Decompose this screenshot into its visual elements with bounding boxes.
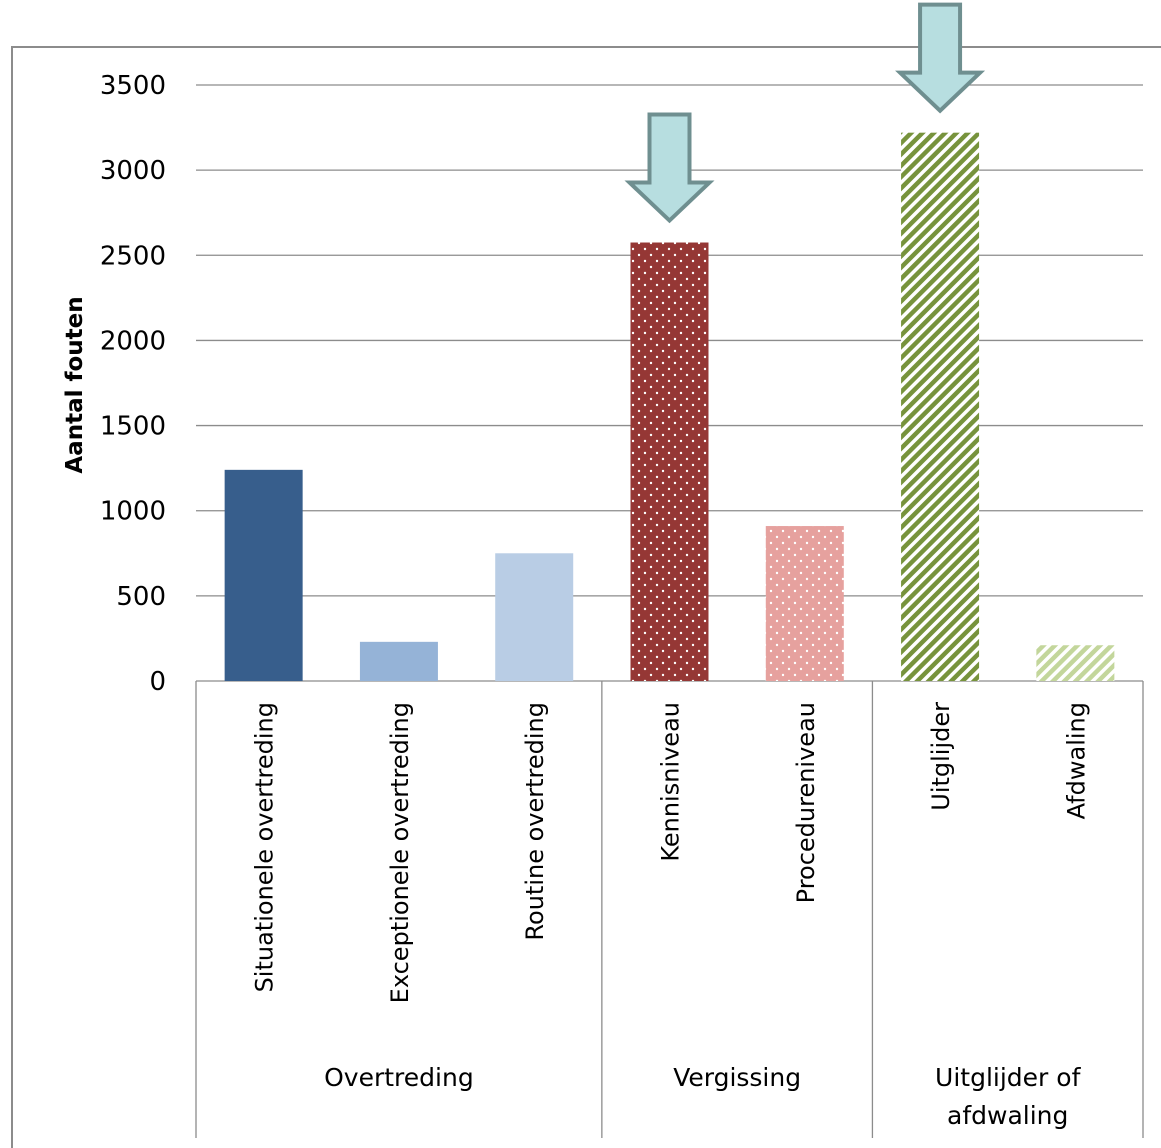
bar (359, 641, 438, 681)
down-arrow-icon (895, 2, 986, 114)
category-label: Uitglijder (927, 702, 955, 811)
bars (224, 132, 1115, 681)
category-label: Exceptionele overtreding (386, 702, 414, 1003)
bar (495, 553, 574, 681)
bar (765, 526, 844, 681)
x-axis (195, 680, 1144, 1138)
y-tick-label: 500 (116, 582, 166, 612)
group-label: Overtreding (324, 1063, 474, 1092)
y-tick-label: 2000 (100, 326, 166, 356)
y-tick-label: 1500 (100, 412, 166, 442)
group-labels: Overtreding Vergissing Uitglijder of afdwal… (324, 1063, 1081, 1130)
category-labels: Situationele overtreding Exceptionele ove… (251, 702, 1091, 1003)
group-label: Uitglijder of afdwaling (935, 1063, 1082, 1130)
bar (630, 242, 709, 681)
category-label: Procedureniveau (792, 702, 820, 903)
chart-frame (11, 46, 1161, 1148)
y-tick-label: 2500 (100, 241, 166, 271)
down-arrow-icon (624, 112, 715, 224)
bar (224, 469, 303, 681)
category-label: Kennisniveau (657, 702, 685, 862)
highlight-arrows (624, 2, 986, 224)
category-label: Situationele overtreding (251, 702, 279, 992)
y-tick-label: 3500 (100, 71, 166, 101)
category-label: Afdwaling (1062, 702, 1090, 819)
y-tick-label: 3000 (100, 156, 166, 186)
y-tick-label: 0 (149, 667, 166, 697)
bar (901, 132, 980, 681)
y-tick-label: 1000 (100, 497, 166, 527)
group-label: Vergissing (673, 1063, 801, 1092)
y-axis-ticks: 0 500 1000 1500 2000 2500 3000 3500 (100, 71, 166, 697)
y-axis-label: Aantal fouten (62, 296, 88, 473)
category-label: Routine overtreding (521, 702, 549, 941)
bar (1036, 645, 1115, 681)
